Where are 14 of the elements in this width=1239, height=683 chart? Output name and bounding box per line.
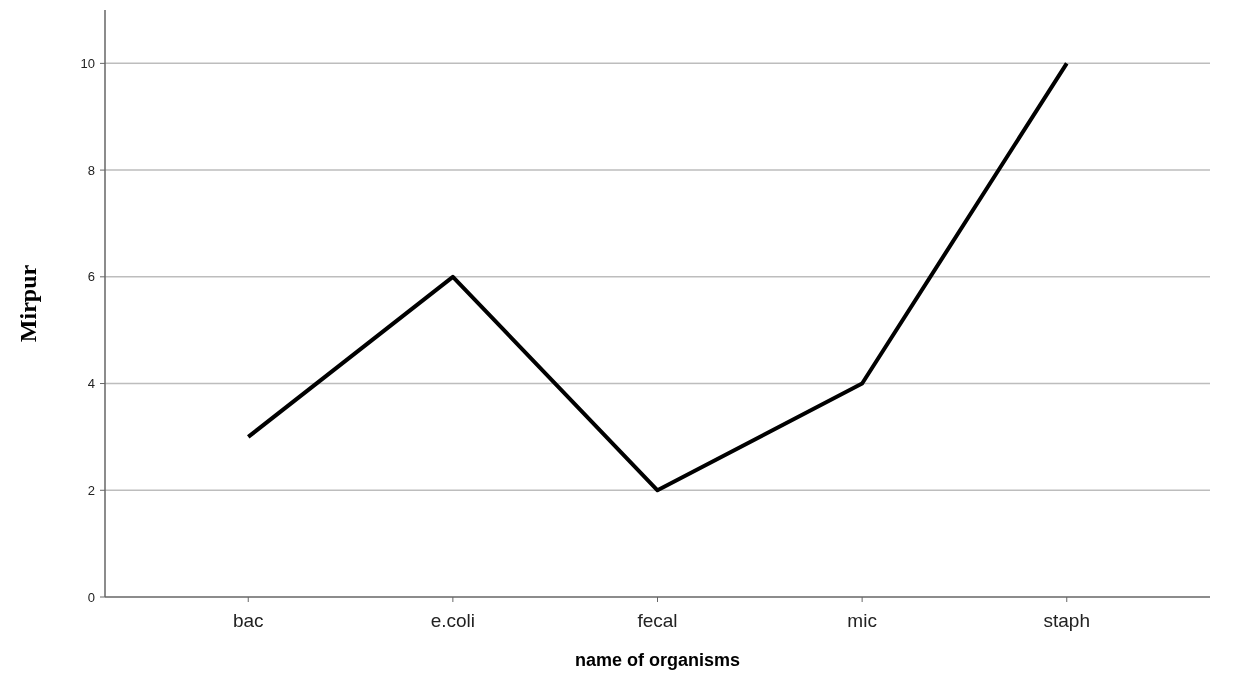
y-tick-label: 4 (87, 376, 95, 392)
y-tick-label: 10 (80, 55, 95, 71)
y-axis-title: Mirpur (15, 264, 41, 343)
y-tick-label: 8 (87, 162, 95, 178)
x-tick-label: staph (1043, 610, 1090, 631)
y-tick-label: 0 (87, 589, 95, 605)
x-tick-label: bac (232, 610, 264, 631)
line-series (246, 61, 1069, 493)
y-tick-label: 2 (87, 482, 95, 498)
y-tick-label: 6 (87, 269, 95, 285)
x-tick-label: e.coli (430, 610, 476, 631)
x-tick-label: fecal (637, 610, 678, 631)
x-tick-label: mic (847, 610, 877, 631)
x-axis-title: name of organisms (574, 650, 741, 670)
